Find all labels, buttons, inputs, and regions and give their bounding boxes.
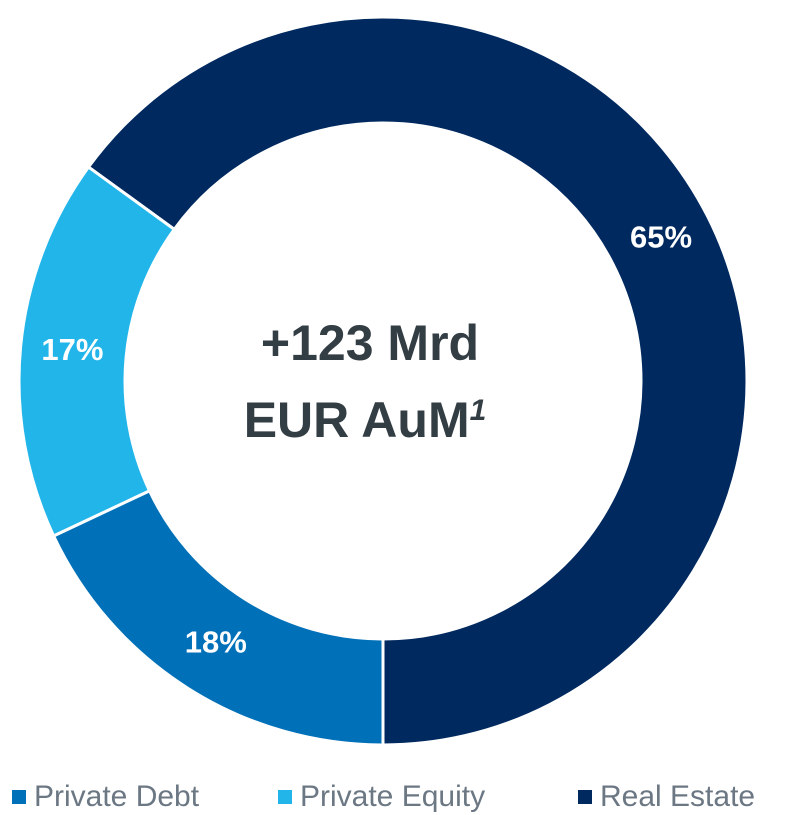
center-text: EUR AuM1 <box>244 392 487 448</box>
donut-segment <box>51 488 385 747</box>
legend-swatch <box>12 790 26 804</box>
legend-label: Real Estate <box>600 780 755 813</box>
legend-label: Private Debt <box>34 780 200 813</box>
value-label: 65% <box>630 220 692 255</box>
center-text-line: EUR AuM <box>244 392 470 448</box>
legend-label: Private Equity <box>300 780 485 813</box>
footnote-marker: 1 <box>470 394 487 427</box>
donut-segment <box>17 164 177 538</box>
legend-swatch <box>578 790 592 804</box>
value-label: 17% <box>41 332 103 367</box>
center-text: +123 Mrd <box>261 315 479 371</box>
value-label: 18% <box>185 625 247 660</box>
donut-segment <box>86 15 749 747</box>
legend-swatch <box>278 790 292 804</box>
